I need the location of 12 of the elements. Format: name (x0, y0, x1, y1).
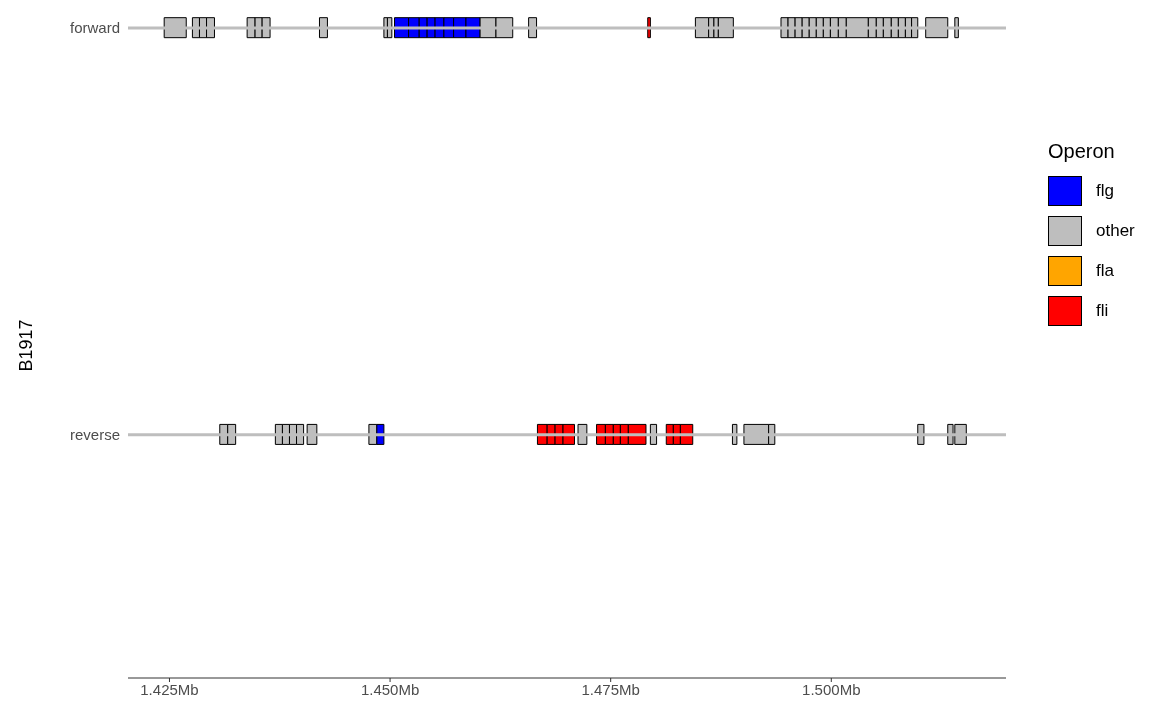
legend-label: other (1096, 221, 1135, 241)
y-axis-title: B1917 (16, 319, 37, 372)
y-tick-label: reverse (69, 426, 120, 444)
x-tick-label: 1.450Mb (360, 680, 420, 698)
legend-title: Operon (1048, 140, 1116, 163)
legend-label: fli (1096, 301, 1109, 321)
x-tick-label: 1.425Mb (140, 680, 199, 698)
y-tick-label: forward (69, 19, 120, 37)
legend-label: fla (1096, 261, 1114, 281)
x-tick-label: 1.500Mb (802, 680, 861, 698)
legend-label: flg (1096, 181, 1114, 201)
x-tick-label: 1.475Mb (581, 680, 640, 698)
